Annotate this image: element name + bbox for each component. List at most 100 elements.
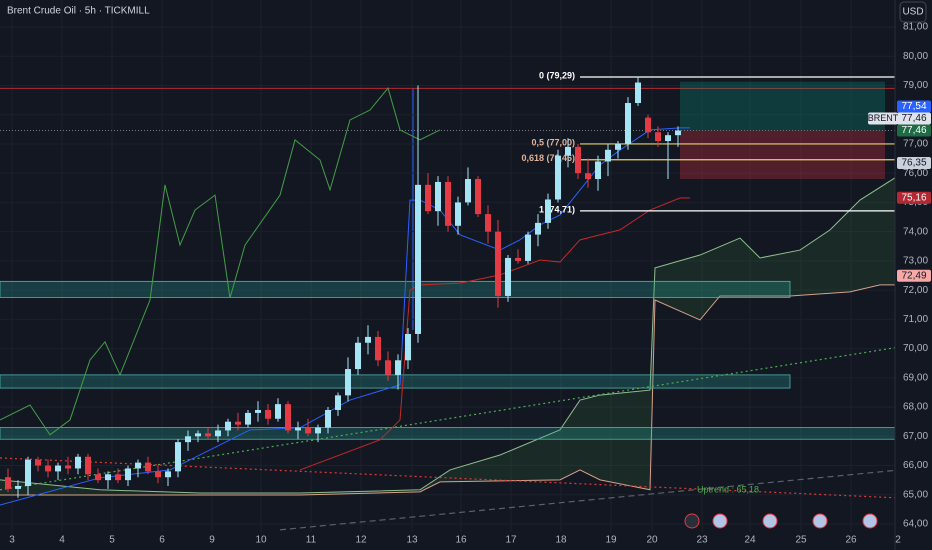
- candle-body: [85, 456, 91, 475]
- indicator-line: [0, 87, 441, 436]
- candle-body: [185, 436, 191, 443]
- y-tick-label: 77,00: [903, 139, 928, 150]
- y-tick-label: 81,00: [903, 22, 928, 33]
- candle-body: [295, 427, 301, 431]
- candle-body: [75, 456, 81, 469]
- candle-body: [115, 474, 121, 481]
- fib-label: 1 (74,71): [539, 204, 575, 214]
- candle-body: [255, 409, 261, 413]
- x-tick-label: 20: [646, 535, 658, 546]
- candle-body: [425, 184, 431, 212]
- x-tick-label: 2: [895, 535, 901, 546]
- price-label: 72,49: [901, 270, 926, 281]
- currency-button[interactable]: [899, 1, 927, 23]
- x-tick-label: 24: [744, 535, 756, 546]
- event-icon[interactable]: [862, 513, 878, 529]
- candle-body: [485, 214, 491, 232]
- candle-body: [575, 146, 581, 174]
- candle-body: [225, 421, 231, 431]
- indicator-line: [299, 197, 690, 471]
- candle-body: [535, 222, 541, 235]
- candle-body: [455, 202, 461, 226]
- price-label-box: [897, 100, 931, 113]
- candle-body: [505, 257, 511, 296]
- symbol-label: BRENT: [868, 113, 899, 123]
- price-label: 75,16: [901, 192, 926, 203]
- candle-body: [235, 421, 241, 425]
- candle-body: [665, 135, 671, 142]
- y-tick-label: 65,00: [903, 489, 928, 500]
- candle-body: [45, 465, 51, 472]
- y-tick-label: 76,00: [903, 168, 928, 179]
- x-tick-label: 3: [9, 535, 15, 546]
- candle-body: [125, 468, 131, 481]
- event-icon[interactable]: [762, 513, 778, 529]
- candle-body: [675, 130, 681, 136]
- candle-body: [55, 465, 61, 472]
- zone: [0, 427, 895, 440]
- x-tick-label: 4: [59, 535, 65, 546]
- price-label: 77,46: [901, 125, 926, 136]
- candle-body: [625, 103, 631, 144]
- event-icon[interactable]: [712, 513, 728, 529]
- candle-body: [385, 360, 391, 375]
- candle-body: [275, 404, 281, 419]
- candle-body: [325, 409, 331, 428]
- price-label: 76,35: [901, 158, 926, 169]
- fib-label: 0 (79,29): [539, 70, 575, 80]
- x-tick-label: 9: [209, 535, 215, 546]
- event-icon[interactable]: [812, 513, 828, 529]
- y-tick-label: 80,00: [903, 51, 928, 62]
- candle-body: [245, 412, 251, 425]
- candle-body: [335, 395, 341, 410]
- event-icons: [684, 513, 878, 529]
- candle-body: [415, 184, 421, 334]
- y-tick-label: 74,00: [903, 226, 928, 237]
- candle-body: [645, 117, 651, 133]
- candle-body: [435, 181, 441, 212]
- cloud-span-b: [0, 284, 895, 496]
- x-tick-label: 13: [406, 535, 418, 546]
- y-tick-label: 72,00: [903, 285, 928, 296]
- y-tick-label: 79,00: [903, 80, 928, 91]
- price-label-box: [897, 156, 931, 169]
- candle-body: [5, 477, 11, 489]
- candle-body: [155, 471, 161, 478]
- x-tick-label: 26: [845, 535, 857, 546]
- x-tick-label: 17: [505, 535, 517, 546]
- candle-body: [305, 427, 311, 434]
- candle-body: [655, 132, 661, 142]
- x-tick-label: 6: [159, 535, 165, 546]
- candle-body: [105, 474, 111, 481]
- candle-body: [205, 433, 211, 437]
- position-stop: [680, 130, 885, 180]
- candle-body: [605, 149, 611, 162]
- candle-body: [475, 179, 481, 215]
- candle-body: [35, 459, 41, 466]
- y-tick-label: 68,00: [903, 402, 928, 413]
- zone: [0, 280, 791, 298]
- y-tick-label: 70,00: [903, 343, 928, 354]
- candle-body: [355, 342, 361, 370]
- candle-body: [545, 199, 551, 223]
- candle-body: [285, 404, 291, 431]
- price-label: 77,54: [901, 101, 926, 112]
- candle-body: [515, 257, 521, 261]
- symbol-label-box: [868, 112, 898, 125]
- price-label: 77,46: [901, 113, 926, 124]
- x-tick-label: 18: [555, 535, 567, 546]
- x-tick-label: 23: [696, 535, 708, 546]
- candle-body: [195, 433, 201, 437]
- y-tick-label: 66,00: [903, 460, 928, 471]
- candle-body: [585, 173, 591, 180]
- position-target: [680, 81, 885, 131]
- event-icon[interactable]: [684, 513, 700, 529]
- x-tick-label: 19: [605, 535, 617, 546]
- candle-body: [555, 155, 561, 200]
- fib-label: 0,618 (76,46): [521, 153, 575, 163]
- candle-body: [565, 146, 571, 156]
- candle-body: [615, 143, 621, 150]
- candle-body: [175, 442, 181, 472]
- x-tick-label: 16: [455, 535, 467, 546]
